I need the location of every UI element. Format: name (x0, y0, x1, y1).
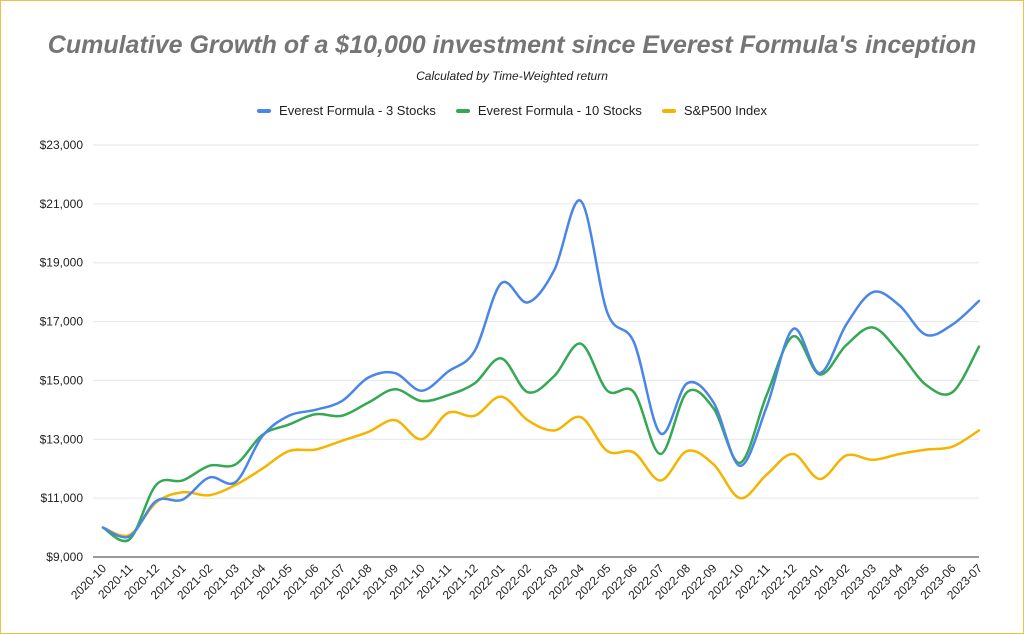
legend-item-1[interactable]: Everest Formula - 10 Stocks (455, 103, 642, 118)
legend-label: Everest Formula - 10 Stocks (477, 103, 642, 118)
y-tick-label: $23,000 (40, 138, 84, 152)
y-tick-label: $13,000 (40, 432, 84, 446)
y-tick-label: $21,000 (40, 197, 84, 211)
series-line-0 (101, 199, 981, 539)
y-tick-label: $11,000 (41, 491, 84, 505)
legend-item-2[interactable]: S&P500 Index (661, 103, 767, 118)
y-axis-ticks: $9,000 $11,000 $13,000 $15,000 $17,000 $19,00… (40, 138, 84, 564)
legend-label: Everest Formula - 3 Stocks (279, 103, 436, 118)
y-tick-label: $9,000 (46, 550, 83, 564)
grid-lines (93, 144, 979, 558)
y-tick-label: $15,000 (40, 373, 84, 387)
legend-swatch (455, 108, 470, 113)
legend-swatch (257, 108, 272, 113)
x-axis-ticks: 2020-102020-112020-122021-012021-022021-… (68, 561, 985, 602)
series-line-1 (101, 326, 981, 543)
chart-legend: Everest Formula - 3 Stocks Everest Formul… (1, 103, 1023, 118)
y-tick-label: $19,000 (40, 256, 84, 270)
legend-swatch (661, 108, 676, 113)
legend-item-0[interactable]: Everest Formula - 3 Stocks (257, 103, 436, 118)
legend-label: S&P500 Index (683, 103, 767, 118)
series-lines (101, 199, 981, 543)
chart-subtitle: Calculated by Time-Weighted return (416, 69, 608, 83)
series-line-2 (101, 395, 981, 538)
y-tick-label: $17,000 (40, 315, 84, 329)
chart-title: Cumulative Growth of a $10,000 investmen… (47, 31, 977, 59)
